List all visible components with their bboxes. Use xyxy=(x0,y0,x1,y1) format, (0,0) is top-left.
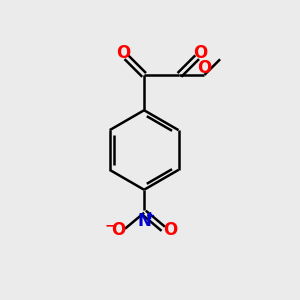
Text: O: O xyxy=(194,44,208,62)
Text: O: O xyxy=(116,44,130,62)
Text: O: O xyxy=(163,221,177,239)
Text: +: + xyxy=(146,211,155,221)
Text: −: − xyxy=(104,219,116,233)
Text: O: O xyxy=(197,59,212,77)
Text: N: N xyxy=(137,212,151,230)
Text: O: O xyxy=(111,221,126,239)
